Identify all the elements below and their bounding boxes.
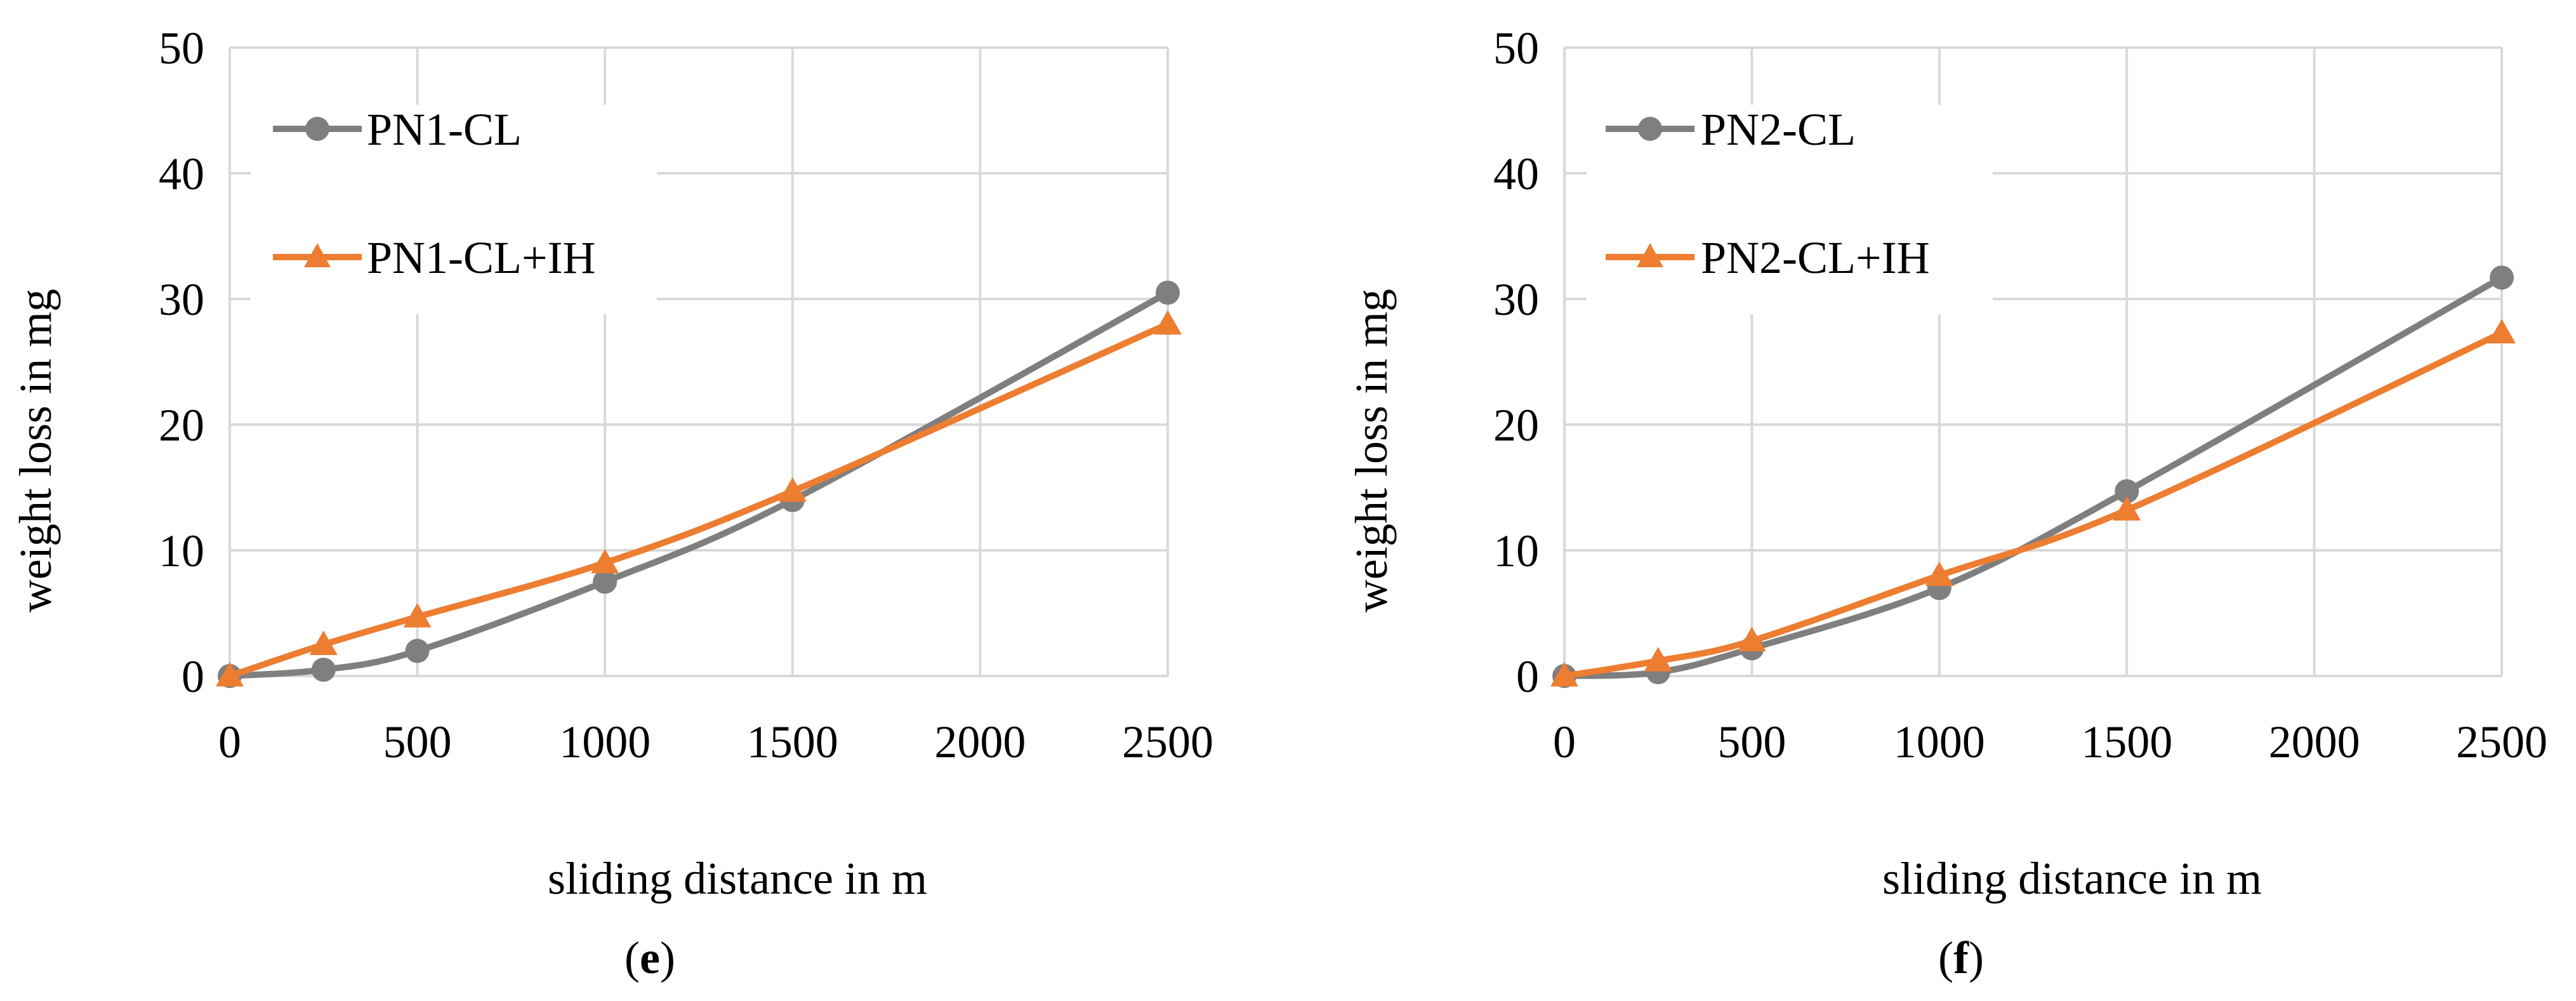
y-axis-title: weight loss in mg	[1346, 289, 1397, 613]
chart-e-legend: PN1-CL PN1-CL+IH	[251, 104, 657, 314]
legend-marker-pn2-cl-ih	[1637, 243, 1663, 267]
data-point-pn2-cl-ih	[2488, 319, 2516, 343]
y-tick-label: 50	[159, 23, 204, 74]
x-tick-label: 1000	[1894, 717, 1985, 767]
x-tick-label: 2000	[2269, 717, 2360, 767]
y-tick-label: 30	[159, 274, 204, 325]
data-point-pn1-cl	[311, 658, 336, 682]
data-point-pn1-cl-ih	[591, 548, 619, 574]
legend-entry-pn1-cl: PN1-CL	[273, 104, 522, 155]
data-point-pn2-cl-ih	[1644, 647, 1672, 672]
x-tick-label: 2500	[2456, 717, 2547, 767]
x-tick-label: 1500	[2081, 717, 2172, 767]
y-tick-label: 20	[1493, 400, 1539, 451]
data-point-pn2-cl-ih	[1738, 626, 1766, 652]
panel-label: (f)	[1938, 932, 1984, 983]
panel-label-close-paren: )	[660, 932, 675, 983]
legend-marker-pn2-cl	[1638, 117, 1662, 141]
y-tick-label: 10	[159, 526, 204, 576]
y-tick-label: 10	[1493, 526, 1539, 576]
data-point-pn2-cl-ih	[1550, 662, 1578, 687]
x-tick-label: 0	[218, 717, 241, 767]
panel-label-open-paren: (	[624, 932, 640, 983]
x-axis-title: sliding distance in m	[1882, 853, 2262, 904]
panel-label-letter: e	[640, 932, 660, 983]
x-tick-label: 1500	[747, 717, 838, 767]
legend-entry-pn2-cl-ih: PN2-CL+IH	[1606, 232, 1930, 283]
x-tick-label: 2500	[1122, 717, 1213, 767]
y-tick-label: 40	[1493, 149, 1539, 199]
x-tick-label: 0	[1553, 717, 1576, 767]
data-point-pn1-cl	[593, 569, 618, 594]
legend-label-pn2-cl-ih: PN2-CL+IH	[1701, 232, 1930, 283]
panel-label-letter: f	[1953, 932, 1969, 983]
data-point-pn1-cl	[1156, 281, 1180, 305]
data-point-pn1-cl-ih	[309, 630, 338, 655]
data-point-pn1-cl-ih	[778, 477, 807, 502]
y-tick-label: 0	[1516, 651, 1539, 702]
legend-label-pn1-cl-ih: PN1-CL+IH	[367, 232, 596, 283]
data-point-pn2-cl	[2115, 479, 2139, 503]
x-axis-title: sliding distance in m	[548, 853, 927, 904]
data-point-pn2-cl-ih	[1925, 561, 1953, 587]
legend-label-pn2-cl: PN2-CL	[1701, 104, 1856, 155]
panel-label: (e)	[624, 932, 675, 983]
data-point-pn1-cl-ih	[403, 602, 432, 628]
chart-f-legend: PN2-CL PN2-CL+IH	[1587, 104, 1993, 314]
y-tick-label: 30	[1493, 274, 1539, 325]
y-tick-label: 20	[159, 400, 204, 451]
y-tick-label: 0	[182, 651, 204, 702]
y-axis-title: weight loss in mg	[10, 289, 61, 613]
legend-entry-pn1-cl-ih: PN1-CL+IH	[273, 232, 596, 283]
legend-label-pn1-cl: PN1-CL	[367, 104, 522, 155]
panel-label-open-paren: (	[1938, 932, 1953, 983]
legend-marker-pn1-cl	[305, 117, 329, 141]
x-tick-label: 500	[1717, 717, 1786, 767]
data-point-pn1-cl	[405, 639, 430, 663]
legend-entry-pn2-cl: PN2-CL	[1606, 104, 1856, 155]
data-point-pn2-cl	[2490, 265, 2514, 290]
data-point-pn1-cl-ih	[1154, 310, 1182, 335]
x-tick-label: 500	[383, 717, 452, 767]
x-tick-label: 2000	[934, 717, 1026, 767]
data-point-pn1-cl-ih	[216, 662, 244, 687]
data-point-pn2-cl-ih	[2113, 496, 2141, 521]
x-tick-label: 1000	[559, 717, 651, 767]
y-tick-label: 50	[1493, 23, 1539, 74]
panel-label-close-paren: )	[1969, 932, 1984, 983]
y-tick-label: 40	[159, 149, 204, 199]
chart-f-series	[1550, 265, 2516, 688]
chart-e-series	[216, 281, 1182, 688]
legend-marker-pn1-cl-ih	[304, 243, 331, 267]
